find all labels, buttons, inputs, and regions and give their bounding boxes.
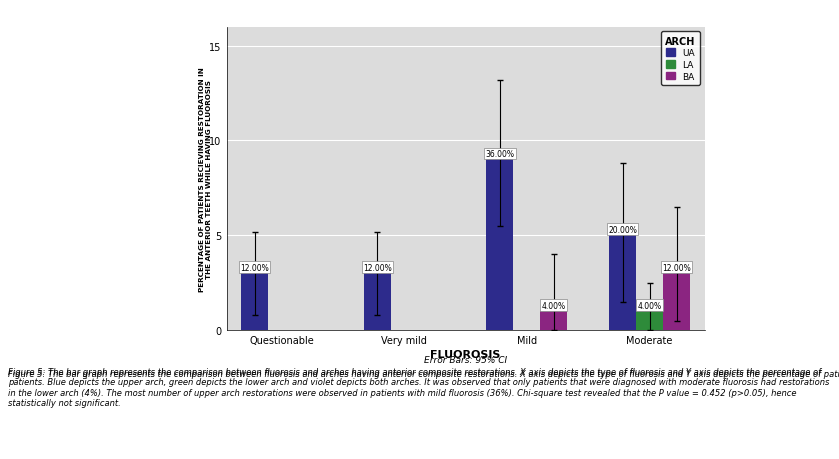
Bar bbox=[540, 312, 567, 330]
Text: 12.00%: 12.00% bbox=[363, 263, 392, 272]
Bar bbox=[487, 160, 513, 330]
Text: Error Bars: 95% CI: Error Bars: 95% CI bbox=[424, 356, 508, 365]
Bar bbox=[364, 274, 391, 330]
Bar bbox=[609, 236, 636, 330]
Text: Figure 5: The bar graph represents the comparison between fluorosis and arches h: Figure 5: The bar graph represents the c… bbox=[8, 367, 830, 407]
Text: 12.00%: 12.00% bbox=[240, 263, 269, 272]
Text: 4.00%: 4.00% bbox=[638, 301, 662, 310]
Bar bbox=[636, 312, 663, 330]
X-axis label: FLUOROSIS: FLUOROSIS bbox=[430, 349, 501, 359]
Legend: UA, LA, BA: UA, LA, BA bbox=[661, 32, 701, 86]
Text: 12.00%: 12.00% bbox=[662, 263, 691, 272]
Bar bbox=[663, 274, 690, 330]
Text: 4.00%: 4.00% bbox=[542, 301, 566, 310]
Text: 36.00%: 36.00% bbox=[486, 150, 514, 158]
Y-axis label: PERCENTAGE OF PATIENTS RECIEVING RESTORATION IN
THE ANTERIOR TEETH WHILE HAVING : PERCENTAGE OF PATIENTS RECIEVING RESTORA… bbox=[199, 67, 211, 291]
Text: 20.00%: 20.00% bbox=[608, 225, 637, 234]
Bar bbox=[242, 274, 268, 330]
Text: Figure 5: The bar graph represents the comparison between fluorosis and arches h: Figure 5: The bar graph represents the c… bbox=[8, 369, 839, 379]
